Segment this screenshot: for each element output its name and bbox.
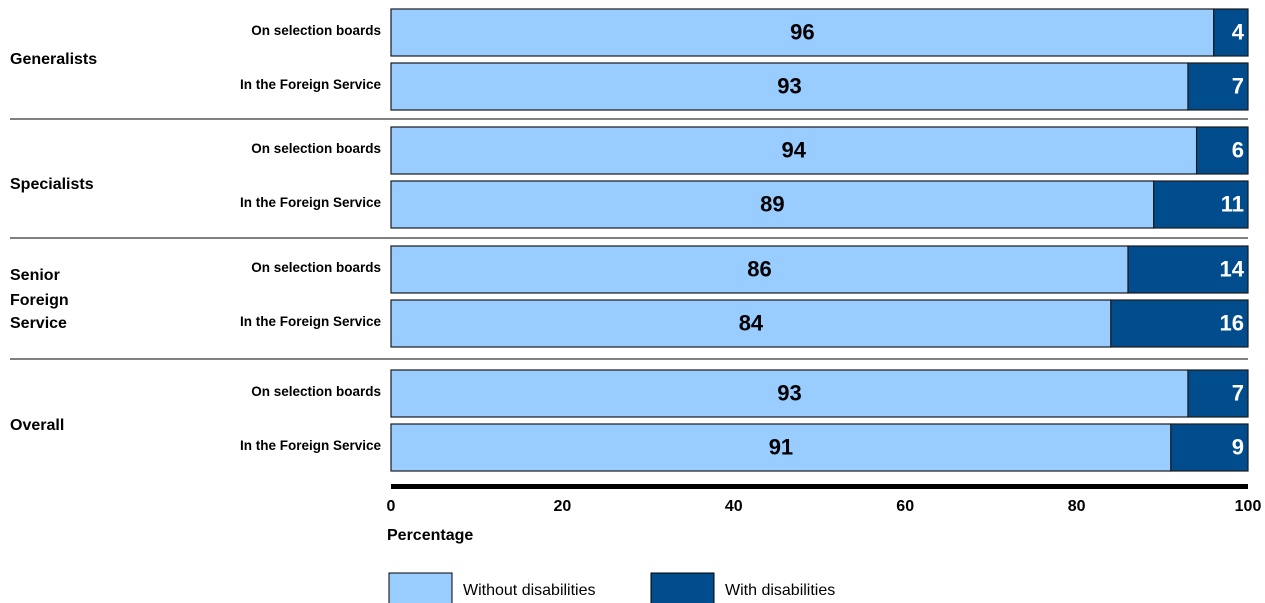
x-tick-label: 60 (896, 498, 914, 515)
bar-segment-with-disabilities (1187, 369, 1249, 418)
bar-segment-without-disabilities (390, 180, 1155, 229)
row-label: In the Foreign Service (240, 195, 382, 210)
data-label-without-disabilities: 94 (782, 137, 807, 162)
data-label-with-disabilities: 7 (1232, 73, 1244, 98)
x-axis-title: Percentage (387, 527, 473, 544)
data-label-without-disabilities: 96 (790, 19, 814, 44)
group-label: Senior (10, 267, 60, 284)
bar-segment-with-disabilities (1170, 423, 1249, 472)
data-label-without-disabilities: 93 (777, 380, 801, 405)
bar-segment-without-disabilities (390, 8, 1215, 57)
x-axis-line (391, 484, 1248, 489)
bar-segment-without-disabilities (390, 245, 1129, 294)
group-label: Generalists (10, 51, 97, 68)
data-label-without-disabilities: 89 (760, 191, 784, 216)
legend-label: With disabilities (725, 582, 835, 599)
bar-segment-without-disabilities (390, 62, 1189, 111)
row-label: In the Foreign Service (240, 438, 382, 453)
row-label: On selection boards (251, 141, 381, 156)
group-label: Foreign (10, 292, 69, 309)
data-label-with-disabilities: 7 (1232, 380, 1244, 405)
bar-segment-with-disabilities (1213, 8, 1249, 57)
row-label: On selection boards (251, 23, 381, 38)
bar-segment-with-disabilities (1187, 62, 1249, 111)
x-tick-label: 20 (554, 498, 572, 515)
row-label: In the Foreign Service (240, 77, 382, 92)
bar-segment-with-disabilities (1127, 245, 1249, 294)
legend-label: Without disabilities (463, 582, 596, 599)
data-label-with-disabilities: 6 (1232, 137, 1244, 162)
group-label: Service (10, 315, 67, 332)
bar-segment-with-disabilities (1153, 180, 1249, 229)
row-label: On selection boards (251, 260, 381, 275)
bar-segment-without-disabilities (390, 126, 1198, 175)
x-tick-label: 100 (1235, 498, 1262, 515)
data-label-with-disabilities: 11 (1221, 191, 1244, 216)
x-tick-label: 0 (387, 498, 396, 515)
x-tick-label: 80 (1068, 498, 1086, 515)
legend-swatch-with-disabilities (650, 572, 715, 603)
data-label-without-disabilities: 86 (747, 256, 771, 281)
data-label-without-disabilities: 91 (769, 434, 793, 459)
group-label: Overall (10, 417, 64, 434)
group-label: Specialists (10, 176, 94, 193)
x-tick-label: 40 (725, 498, 743, 515)
bar-segment-with-disabilities (1195, 126, 1249, 175)
data-label-with-disabilities: 4 (1232, 19, 1245, 44)
data-label-with-disabilities: 14 (1220, 256, 1245, 281)
bar-segment-with-disabilities (1110, 299, 1249, 348)
row-label: In the Foreign Service (240, 314, 382, 329)
data-label-with-disabilities: 9 (1232, 434, 1244, 459)
data-label-with-disabilities: 16 (1220, 310, 1244, 335)
row-label: On selection boards (251, 384, 381, 399)
bar-segment-without-disabilities (390, 369, 1189, 418)
data-label-without-disabilities: 93 (777, 73, 801, 98)
legend-swatch-without-disabilities (388, 572, 453, 603)
data-label-without-disabilities: 84 (739, 310, 764, 335)
